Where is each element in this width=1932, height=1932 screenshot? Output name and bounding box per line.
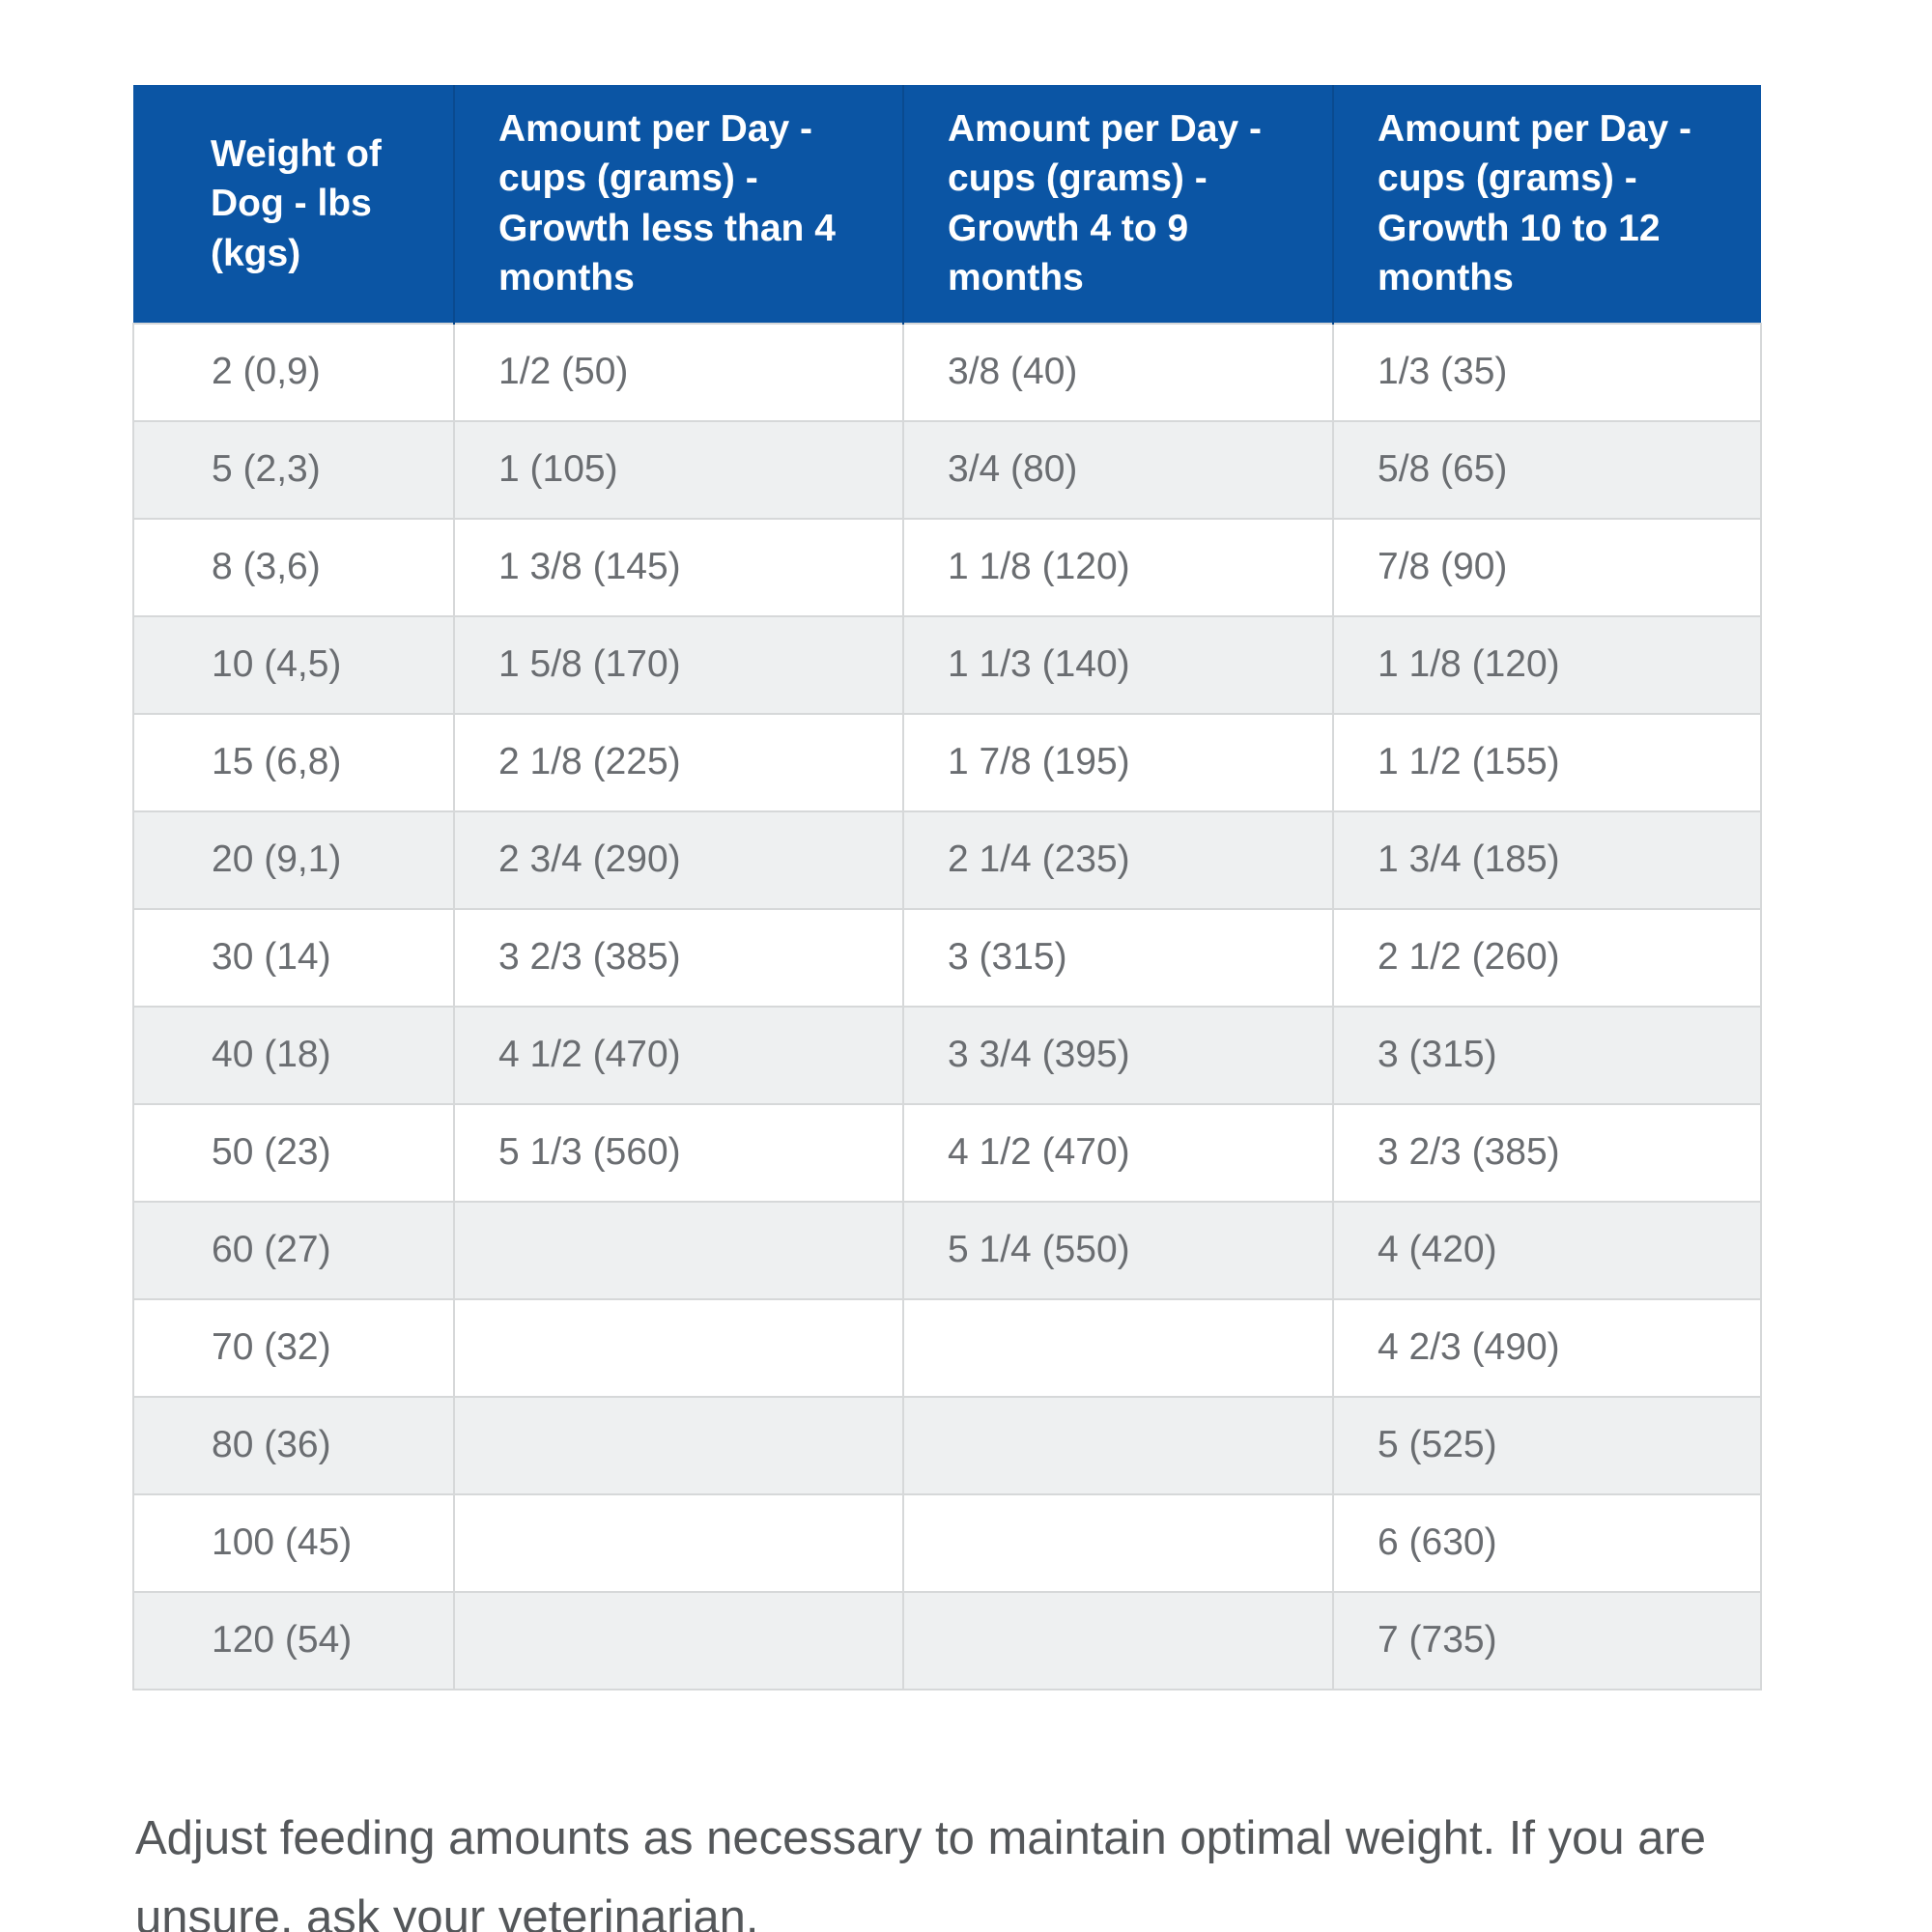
cell-amount: 1 1/2 (155) [1332, 712, 1762, 812]
cell-weight: 70 (32) [132, 1297, 455, 1398]
cell-amount: 7/8 (90) [1332, 517, 1762, 617]
feeding-guide-table: Weight of Dog - lbs (kgs) Amount per Day… [132, 85, 1762, 1690]
cell-amount: 1 1/8 (120) [902, 517, 1334, 617]
cell-amount: 3 2/3 (385) [453, 907, 904, 1008]
cell-amount [453, 1297, 904, 1398]
cell-amount: 3 (315) [902, 907, 1334, 1008]
cell-amount: 1/3 (35) [1332, 322, 1762, 422]
cell-amount: 2 1/4 (235) [902, 810, 1334, 910]
cell-amount: 1 3/4 (185) [1332, 810, 1762, 910]
table-row: 10 (4,5) 1 5/8 (170) 1 1/3 (140) 1 1/8 (… [132, 614, 1762, 715]
cell-amount: 5 1/3 (560) [453, 1102, 904, 1203]
table-row: 100 (45) 6 (630) [132, 1492, 1762, 1593]
cell-amount: 2 3/4 (290) [453, 810, 904, 910]
cell-amount: 3/8 (40) [902, 322, 1334, 422]
cell-weight: 10 (4,5) [132, 614, 455, 715]
feeding-note: Adjust feeding amounts as necessary to m… [135, 1799, 1797, 1932]
cell-amount: 4 1/2 (470) [453, 1005, 904, 1105]
cell-amount [902, 1395, 1334, 1495]
cell-weight: 20 (9,1) [132, 810, 455, 910]
header-cell-weight: Weight of Dog - lbs (kgs) [133, 85, 454, 324]
table-row: 80 (36) 5 (525) [132, 1395, 1762, 1495]
cell-amount: 7 (735) [1332, 1590, 1762, 1690]
table-row: 30 (14) 3 2/3 (385) 3 (315) 2 1/2 (260) [132, 907, 1762, 1008]
cell-amount: 3 3/4 (395) [902, 1005, 1334, 1105]
cell-weight: 5 (2,3) [132, 419, 455, 520]
cell-weight: 80 (36) [132, 1395, 455, 1495]
table-row: 8 (3,6) 1 3/8 (145) 1 1/8 (120) 7/8 (90) [132, 517, 1762, 617]
feeding-note-line: Adjust feeding amounts as necessary to m… [135, 1812, 1707, 1864]
table-row: 70 (32) 4 2/3 (490) [132, 1297, 1762, 1398]
table-row: 50 (23) 5 1/3 (560) 4 1/2 (470) 3 2/3 (3… [132, 1102, 1762, 1203]
cell-weight: 50 (23) [132, 1102, 455, 1203]
cell-amount: 1 3/8 (145) [453, 517, 904, 617]
cell-amount: 3 (315) [1332, 1005, 1762, 1105]
cell-amount: 5 (525) [1332, 1395, 1762, 1495]
table-row: 15 (6,8) 2 1/8 (225) 1 7/8 (195) 1 1/2 (… [132, 712, 1762, 812]
cell-amount: 6 (630) [1332, 1492, 1762, 1593]
cell-amount: 3/4 (80) [902, 419, 1334, 520]
cell-amount [902, 1297, 1334, 1398]
cell-weight: 15 (6,8) [132, 712, 455, 812]
cell-amount: 2 1/2 (260) [1332, 907, 1762, 1008]
feeding-note-line: unsure, ask your veterinarian. [135, 1891, 759, 1932]
cell-amount: 5/8 (65) [1332, 419, 1762, 520]
cell-amount: 1 5/8 (170) [453, 614, 904, 715]
cell-amount [453, 1492, 904, 1593]
table-row: 40 (18) 4 1/2 (470) 3 3/4 (395) 3 (315) [132, 1005, 1762, 1105]
cell-weight: 30 (14) [132, 907, 455, 1008]
header-cell-growth-lt4: Amount per Day - cups (grams) - Growth l… [453, 85, 903, 324]
cell-amount: 5 1/4 (550) [902, 1200, 1334, 1300]
cell-amount: 1 1/8 (120) [1332, 614, 1762, 715]
table-row: 5 (2,3) 1 (105) 3/4 (80) 5/8 (65) [132, 419, 1762, 520]
cell-weight: 60 (27) [132, 1200, 455, 1300]
header-cell-growth-4to9: Amount per Day - cups (grams) - Growth 4… [902, 85, 1333, 324]
cell-amount [453, 1200, 904, 1300]
cell-amount [902, 1492, 1334, 1593]
table-row: 60 (27) 5 1/4 (550) 4 (420) [132, 1200, 1762, 1300]
table-row: 20 (9,1) 2 3/4 (290) 2 1/4 (235) 1 3/4 (… [132, 810, 1762, 910]
cell-amount [902, 1590, 1334, 1690]
table-header-row: Weight of Dog - lbs (kgs) Amount per Day… [133, 85, 1761, 324]
cell-amount [453, 1395, 904, 1495]
cell-amount: 1/2 (50) [453, 322, 904, 422]
cell-amount: 1 1/3 (140) [902, 614, 1334, 715]
cell-weight: 40 (18) [132, 1005, 455, 1105]
cell-amount: 3 2/3 (385) [1332, 1102, 1762, 1203]
cell-weight: 120 (54) [132, 1590, 455, 1690]
table-row: 120 (54) 7 (735) [132, 1590, 1762, 1690]
cell-weight: 2 (0,9) [132, 322, 455, 422]
header-cell-growth-10to12: Amount per Day - cups (grams) - Growth 1… [1332, 85, 1761, 324]
cell-amount [453, 1590, 904, 1690]
cell-amount: 2 1/8 (225) [453, 712, 904, 812]
cell-amount: 1 (105) [453, 419, 904, 520]
cell-amount: 4 2/3 (490) [1332, 1297, 1762, 1398]
cell-weight: 8 (3,6) [132, 517, 455, 617]
cell-amount: 1 7/8 (195) [902, 712, 1334, 812]
cell-amount: 4 1/2 (470) [902, 1102, 1334, 1203]
table-row: 2 (0,9) 1/2 (50) 3/8 (40) 1/3 (35) [132, 322, 1762, 422]
cell-weight: 100 (45) [132, 1492, 455, 1593]
cell-amount: 4 (420) [1332, 1200, 1762, 1300]
